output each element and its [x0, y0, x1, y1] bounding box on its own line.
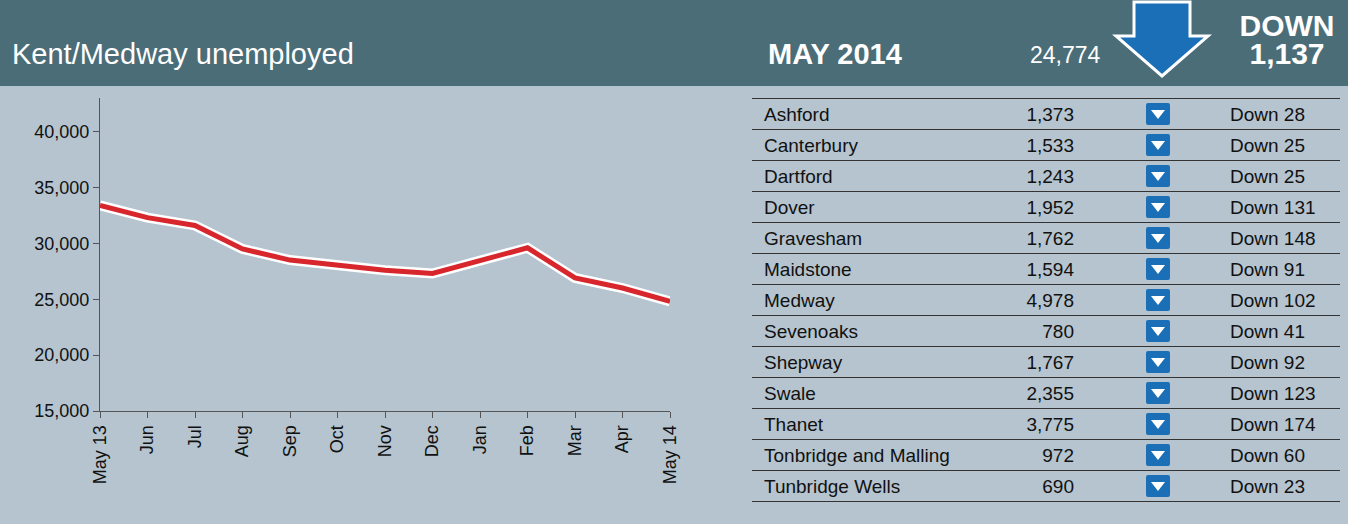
html-text:Down 28: Down 28	[1230, 104, 1305, 125]
html-text:780: 780	[1042, 321, 1074, 342]
svg-text:30,000: 30,000	[34, 234, 89, 254]
html-text:Dover: Dover	[764, 197, 815, 218]
html-text:Down 174: Down 174	[1230, 414, 1316, 435]
html-text:Down 148: Down 148	[1230, 228, 1316, 249]
html-text:972: 972	[1042, 445, 1074, 466]
html-text:Ashford: Ashford	[764, 104, 830, 125]
html-text:2,355: 2,355	[1026, 383, 1074, 404]
html-text:Down 23: Down 23	[1230, 476, 1305, 497]
html-text:Kent/Medway unemployed: Kent/Medway unemployed	[12, 38, 354, 70]
html-text:690: 690	[1042, 476, 1074, 497]
html-text:4,978: 4,978	[1026, 290, 1074, 311]
html-text:24,774: 24,774	[1030, 42, 1101, 68]
svg-text:Dec: Dec	[422, 425, 442, 457]
svg-text:Jun: Jun	[137, 425, 157, 454]
svg-text:Jul: Jul	[185, 425, 205, 448]
html-text:1,767: 1,767	[1026, 352, 1074, 373]
svg-text:25,000: 25,000	[34, 290, 89, 310]
svg-text:Apr: Apr	[612, 425, 632, 453]
svg-text:Oct: Oct	[327, 425, 347, 453]
svg-text:Feb: Feb	[517, 425, 537, 456]
html-text:Down 91: Down 91	[1230, 259, 1305, 280]
html-text:Down 25: Down 25	[1230, 135, 1305, 156]
html-text:Down 41: Down 41	[1230, 321, 1305, 342]
html-text:Down 123: Down 123	[1230, 383, 1316, 404]
svg-text:Aug: Aug	[232, 425, 252, 457]
html-text:1,243: 1,243	[1026, 166, 1074, 187]
html-text:Down 92: Down 92	[1230, 352, 1305, 373]
html-text:Down 25: Down 25	[1230, 166, 1305, 187]
html-text:MAY 2014: MAY 2014	[768, 38, 902, 70]
svg-text:May 13: May 13	[90, 425, 110, 484]
html-text:Sevenoaks: Sevenoaks	[764, 321, 858, 342]
svg-text:15,000: 15,000	[34, 401, 89, 421]
html-text:Tonbridge and Malling: Tonbridge and Malling	[764, 445, 950, 466]
html-text:Down 102: Down 102	[1230, 290, 1316, 311]
svg-text:Jan: Jan	[470, 425, 490, 454]
html-text:1,533: 1,533	[1026, 135, 1074, 156]
svg-text:May 14: May 14	[660, 425, 680, 484]
html-text:Canterbury: Canterbury	[764, 135, 858, 156]
html-text:Dartford: Dartford	[764, 166, 833, 187]
svg-text:35,000: 35,000	[34, 178, 89, 198]
html-text:Swale: Swale	[764, 383, 816, 404]
svg-text:40,000: 40,000	[34, 122, 89, 142]
html-text:Shepway: Shepway	[764, 352, 843, 373]
html-text:Thanet: Thanet	[764, 414, 824, 435]
svg-text:Nov: Nov	[375, 425, 395, 457]
html-text:Medway: Medway	[764, 290, 835, 311]
svg-text:Sep: Sep	[280, 425, 300, 457]
html-text:Down 131: Down 131	[1230, 197, 1316, 218]
html-text:1,952: 1,952	[1026, 197, 1074, 218]
html-text:1,137: 1,137	[1249, 37, 1325, 70]
svg-text:20,000: 20,000	[34, 345, 89, 365]
html-text:Gravesham: Gravesham	[764, 228, 863, 249]
html-text:1,373: 1,373	[1026, 104, 1074, 125]
html-text:3,775: 3,775	[1026, 414, 1074, 435]
html-text:1,762: 1,762	[1026, 228, 1074, 249]
html-text:1,594: 1,594	[1026, 259, 1074, 280]
svg-text:Mar: Mar	[565, 425, 585, 456]
html-text:Tunbridge Wells: Tunbridge Wells	[764, 476, 901, 497]
html-text:DOWN: DOWN	[1239, 9, 1335, 42]
html-text:Down 60: Down 60	[1230, 445, 1305, 466]
html-text:Maidstone: Maidstone	[764, 259, 852, 280]
